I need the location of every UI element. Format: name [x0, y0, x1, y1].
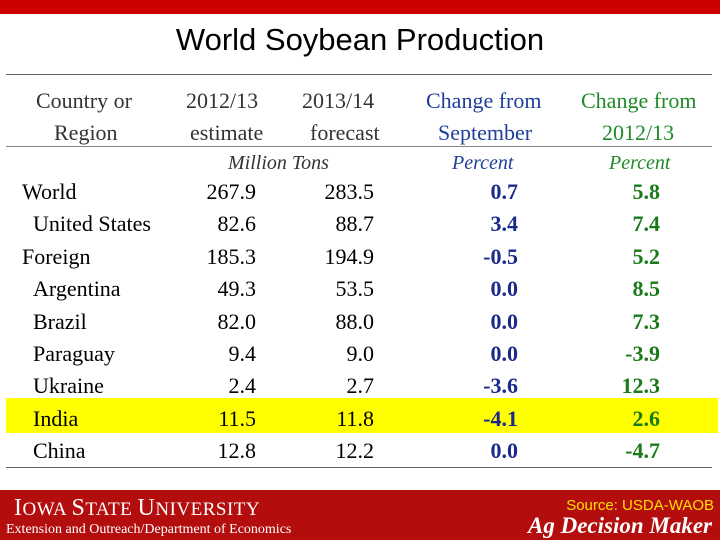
extension-text: Extension and Outreach/Department of Eco…: [6, 522, 292, 537]
row-change-prev: -4.7: [625, 438, 660, 464]
row-estimate: 185.3: [206, 243, 257, 269]
unit-million-tons: Million Tons: [228, 152, 329, 174]
row-forecast: 12.2: [335, 438, 375, 464]
slide-title: World Soybean Production: [175, 22, 545, 57]
row-change-sep: 0.7: [490, 179, 519, 204]
row-forecast: 53.5: [335, 276, 375, 302]
unit-percent-prev: Percent: [609, 152, 671, 174]
row-change-prev: 2.6: [632, 405, 661, 431]
row-forecast: 9.0: [346, 341, 375, 366]
row-change-prev: 5.2: [632, 243, 661, 269]
row-change-prev: 7.4: [632, 211, 661, 237]
row-region: Argentina: [33, 276, 121, 302]
row-change-sep: -0.5: [483, 243, 518, 269]
header-rule: [6, 146, 712, 147]
row-region: Ukraine: [33, 373, 104, 399]
source-text: Source: USDA-WAOB: [566, 497, 714, 514]
header-estimate-line2: estimate: [190, 120, 264, 145]
header-region-line1: Country or: [36, 88, 132, 113]
row-forecast: 88.0: [335, 308, 375, 334]
row-region: Foreign: [22, 243, 91, 269]
row-region: United States: [33, 211, 151, 237]
university-logo-text: IOWA STATE UNIVERSITY: [14, 495, 261, 521]
row-estimate: 12.8: [217, 438, 257, 464]
row-change-prev: 12.3: [621, 373, 661, 399]
row-region: China: [33, 438, 86, 464]
unit-percent-sep: Percent: [452, 152, 514, 174]
row-change-sep: -4.1: [483, 405, 518, 431]
row-region: Paraguay: [33, 341, 115, 366]
header-change-prev-line1: Change from: [581, 88, 697, 113]
row-region: Brazil: [33, 308, 87, 334]
row-change-sep: 0.0: [490, 308, 519, 334]
row-forecast: 194.9: [324, 243, 375, 269]
header-forecast-line1: 2013/14: [302, 88, 375, 113]
production-table: [6, 74, 712, 468]
highlight-row-india: [6, 398, 718, 433]
row-estimate: 82.0: [217, 308, 257, 334]
row-forecast: 88.7: [335, 211, 375, 237]
row-forecast: 2.7: [346, 373, 375, 399]
row-change-sep: 0.0: [490, 341, 519, 366]
row-estimate: 9.4: [228, 341, 257, 366]
header-change-prev-line2: 2012/13: [602, 120, 675, 145]
header-change-sep-line1: Change from: [426, 88, 542, 113]
row-change-sep: 3.4: [490, 211, 519, 237]
row-change-prev: 5.8: [632, 179, 661, 204]
row-estimate: 267.9: [206, 179, 257, 204]
row-change-prev: 7.3: [632, 308, 661, 334]
row-estimate: 49.3: [217, 276, 257, 302]
row-change-sep: 0.0: [490, 438, 519, 464]
row-estimate: 82.6: [217, 211, 257, 237]
row-estimate: 11.5: [218, 405, 256, 431]
row-change-sep: 0.0: [490, 276, 519, 302]
row-change-prev: 8.5: [632, 276, 661, 302]
brand-text: Ag Decision Maker: [528, 513, 712, 538]
row-change-sep: -3.6: [483, 373, 518, 399]
row-estimate: 2.4: [228, 373, 257, 399]
row-forecast: 11.8: [336, 405, 374, 431]
row-change-prev: -3.9: [625, 341, 660, 366]
header-estimate-line1: 2012/13: [186, 88, 259, 113]
row-region: World: [22, 179, 77, 204]
row-region: India: [33, 405, 79, 431]
header-change-sep-line2: September: [438, 120, 533, 145]
footer-bar: [0, 490, 720, 540]
row-forecast: 283.5: [324, 179, 375, 204]
top-accent-bar: [0, 0, 720, 14]
header-forecast-line2: forecast: [310, 120, 380, 145]
header-region-line2: Region: [54, 120, 118, 145]
